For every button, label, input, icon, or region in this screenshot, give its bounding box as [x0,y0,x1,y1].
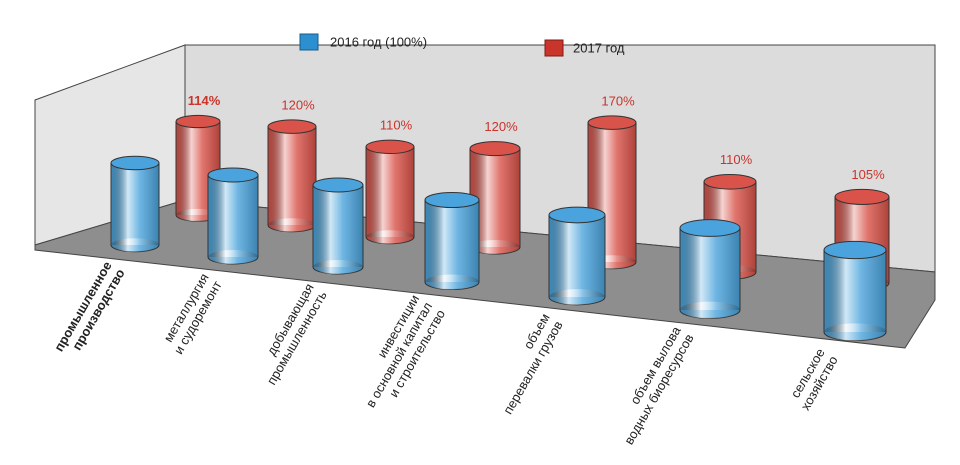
x-tick-label: металлургияи судоремонт [158,271,225,357]
cylinder [267,119,317,233]
cylinder [312,177,364,275]
value-label: 114% [188,93,221,108]
cylinder-top [207,167,259,183]
x-tick-label: добывающаяпромышленность [251,281,330,388]
cylinder [110,155,160,253]
cylinder-shine [208,175,258,257]
cylinder [548,206,606,306]
cylinder-top [424,191,480,209]
x-tick-label: объемперевалки грузов [488,311,567,417]
cylinder-shine [111,163,159,245]
cylinder-top [469,141,521,157]
cylinder-top [175,114,221,129]
value-label: 110% [720,152,753,167]
cylinder-top [365,139,415,155]
cylinder-top [267,119,317,134]
cylinder-bottom-shine [680,301,740,319]
x-tick-label: объем выловаводных биоресурсов [609,323,698,447]
cylinder [424,191,480,291]
cylinder-shine [549,215,605,297]
x-tick-label: сельскоехозяйство [785,346,841,413]
cylinder-top [834,188,890,205]
cylinder [469,141,521,255]
legend-label: 2016 год (100%) [330,34,427,49]
cylinder [365,139,415,245]
cylinder-shine [268,126,316,225]
x-tick-label: промышленноепроизводство [51,259,128,362]
cylinder-bottom-shine [111,238,159,252]
legend-swatch [299,33,319,51]
cylinder-bottom-shine [208,250,258,264]
cylinder-top [587,115,637,130]
cylinder-top [679,219,741,237]
cylinder-bottom-shine [268,218,316,232]
value-label: 120% [484,119,518,134]
cylinder [207,167,259,265]
cylinder-bottom-shine [425,274,479,290]
cylinder-top [703,174,757,190]
value-label: 105% [851,167,885,182]
cylinder [679,219,741,319]
value-label: 120% [281,97,315,112]
value-label: 170% [601,93,635,108]
cylinder-bottom-shine [470,240,520,254]
cylinder-bottom-shine [824,323,886,341]
legend: 2016 год (100%) 2017 год [299,33,625,57]
cylinder-top [110,155,160,171]
cylinder-top [823,240,887,260]
cylinder-top [548,206,606,224]
cylinder-shine [313,185,363,267]
legend-label: 2017 год [573,40,625,55]
cylinder-shine [824,250,886,332]
cylinder-shine [425,200,479,282]
legend-swatch [544,39,564,57]
cylinder-shine [366,146,414,237]
cylinder-top [312,177,364,193]
cylinder [823,240,887,342]
cylinder-bottom-shine [313,260,363,274]
cylinder-bottom-shine [366,230,414,244]
cylinder-shine [680,228,740,310]
cylinder-bottom-shine [549,289,605,305]
x-tick-label: инвестициив основной капитали строительс… [350,292,448,417]
value-label: 110% [380,118,413,133]
